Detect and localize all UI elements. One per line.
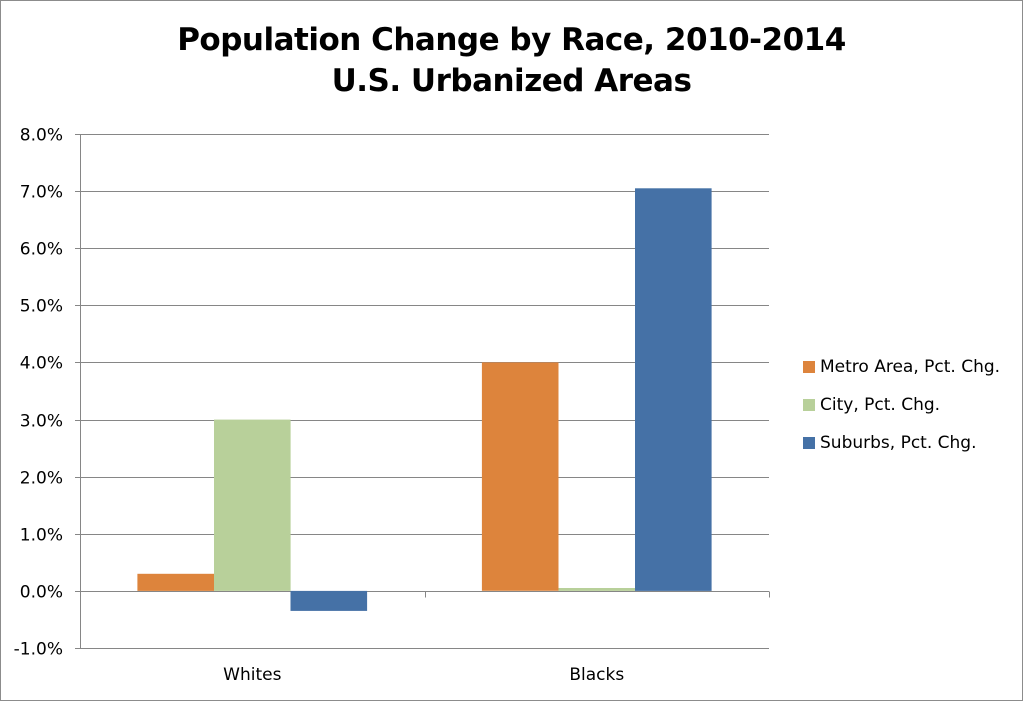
y-tick-label: -1.0% <box>14 640 63 660</box>
chart-subtitle: U.S. Urbanized Areas <box>331 63 692 99</box>
y-tick-label: 0.0% <box>20 583 63 603</box>
legend-label-city: City, Pct. Chg. <box>820 395 941 415</box>
y-tick-label: 6.0% <box>20 240 63 260</box>
legend-item-suburbs: Suburbs, Pct. Chg. <box>803 430 1018 468</box>
bar <box>214 419 291 591</box>
y-tick-labels: 8.0% 7.0% 6.0% 5.0% 4.0% 3.0% 2.0% 1.0% 0.0% -1.0… <box>14 126 63 660</box>
chart-title-block: Population Change by Race, 2010-2014 U.S… <box>0 20 1023 102</box>
legend-swatch-metro <box>803 361 815 373</box>
y-tick-label: 7.0% <box>20 183 63 203</box>
chart-title: Population Change by Race, 2010-2014 <box>177 22 846 58</box>
bar <box>137 573 214 591</box>
x-tick-label: Blacks <box>569 665 624 685</box>
legend-swatch-suburbs <box>803 437 815 449</box>
y-tick-label: 2.0% <box>20 469 63 489</box>
x-tick-label: Whites <box>223 665 281 685</box>
bars <box>137 188 712 611</box>
axes <box>75 134 770 649</box>
y-tick-label: 4.0% <box>20 354 63 374</box>
legend-label-suburbs: Suburbs, Pct. Chg. <box>820 433 977 453</box>
legend-item-metro: Metro Area, Pct. Chg. <box>803 354 1018 392</box>
legend-label-metro: Metro Area, Pct. Chg. <box>820 357 1001 377</box>
bar <box>635 188 712 591</box>
y-tick-label: 8.0% <box>20 126 63 146</box>
bar <box>558 588 636 591</box>
bar <box>290 590 368 611</box>
legend-item-city: City, Pct. Chg. <box>803 392 1018 430</box>
x-tick-labels: Whites Blacks <box>223 665 624 685</box>
y-tick-label: 5.0% <box>20 297 63 317</box>
y-tick-label: 3.0% <box>20 412 63 432</box>
bar <box>481 362 559 591</box>
y-tick-label: 1.0% <box>20 526 63 546</box>
legend: Metro Area, Pct. Chg. City, Pct. Chg. Su… <box>803 354 1018 468</box>
legend-swatch-city <box>803 399 815 411</box>
